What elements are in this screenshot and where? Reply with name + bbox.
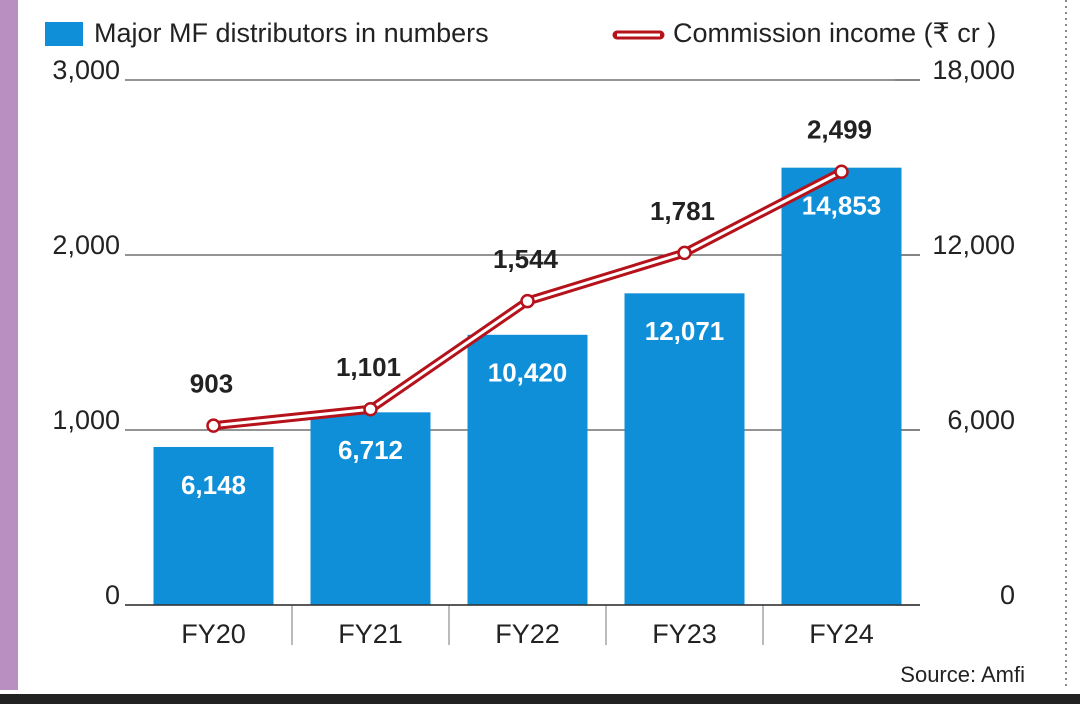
y2-tick-label: 6,000 xyxy=(947,405,1015,435)
x-tick-label: FY21 xyxy=(338,619,403,649)
line-point xyxy=(520,293,535,309)
value-label: 6,712 xyxy=(338,435,403,465)
value-label: 1,101 xyxy=(336,352,401,382)
x-tick-label: FY23 xyxy=(652,619,717,649)
bottom-rule xyxy=(0,694,1080,704)
y2-tick-label: 12,000 xyxy=(932,230,1015,260)
x-tick-label: FY22 xyxy=(495,619,560,649)
y-tick-label: 2,000 xyxy=(52,230,120,260)
value-label: 10,420 xyxy=(488,358,568,388)
y2-tick-label: 18,000 xyxy=(932,55,1015,85)
legend-swatch xyxy=(45,22,83,46)
line-point xyxy=(677,245,692,261)
bar xyxy=(153,446,274,605)
value-label: 6,148 xyxy=(181,470,246,500)
bar xyxy=(310,412,431,605)
value-label: 2,499 xyxy=(807,115,872,145)
line-point xyxy=(363,401,378,417)
value-label: 903 xyxy=(190,369,233,399)
bar xyxy=(467,334,588,605)
y-tick-label: 3,000 xyxy=(52,55,120,85)
value-label: 14,853 xyxy=(802,191,882,221)
x-tick-label: FY20 xyxy=(181,619,246,649)
value-label: 1,781 xyxy=(650,196,715,226)
bar xyxy=(624,293,745,605)
y2-tick-label: 0 xyxy=(1000,580,1015,610)
line-point xyxy=(206,418,221,433)
y-tick-label: 0 xyxy=(105,580,120,610)
source: Source: Amfi xyxy=(900,662,1025,687)
x-tick-label: FY24 xyxy=(809,619,874,649)
legend-label: Commission income (₹ cr ) xyxy=(673,18,996,48)
y-tick-label: 1,000 xyxy=(52,405,120,435)
side-strip xyxy=(0,0,18,690)
value-label: 12,071 xyxy=(645,316,725,346)
bar xyxy=(781,167,902,606)
line-point xyxy=(834,164,849,180)
legend-label: Major MF distributors in numbers xyxy=(94,18,489,48)
value-label: 1,544 xyxy=(493,244,559,274)
